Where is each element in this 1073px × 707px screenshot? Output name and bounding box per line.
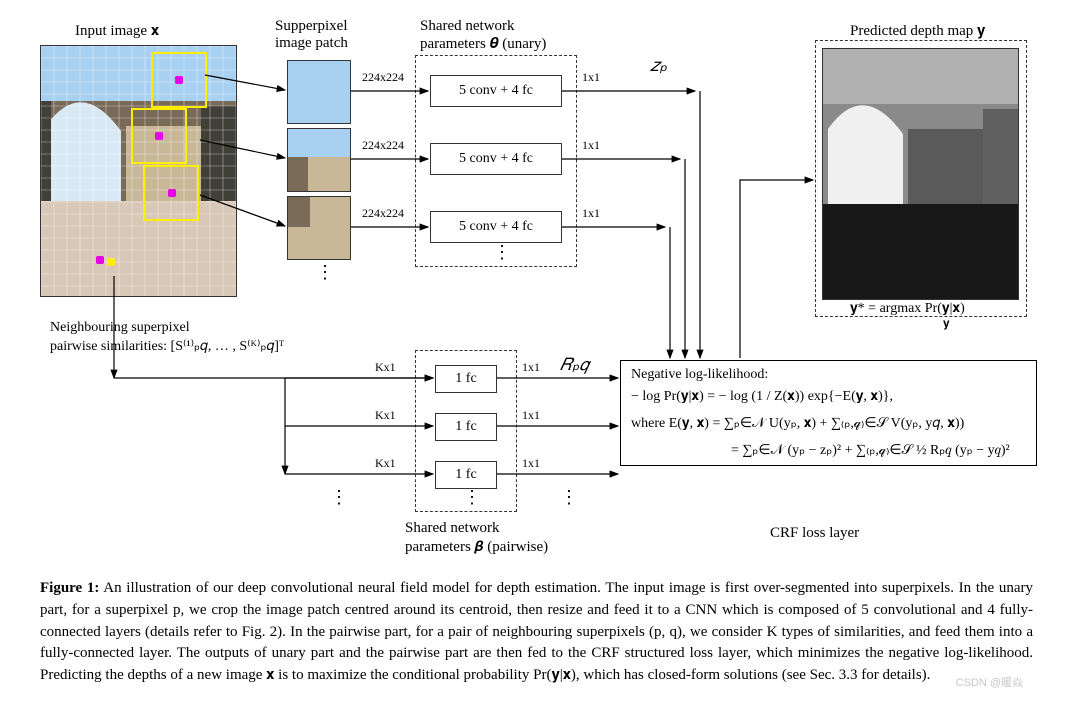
centroid-dot-2 xyxy=(155,132,163,140)
conv-fc-box-2: 5 conv + 4 fc xyxy=(430,143,562,175)
crf-loss-label: CRF loss layer xyxy=(770,525,859,542)
dim-kx1-1: Kx1 xyxy=(375,360,396,375)
centroid-dot-p xyxy=(96,256,104,264)
predicted-depth-title: Predicted depth map 𝐲 xyxy=(850,22,985,40)
ystar-sub: 𝐲 xyxy=(943,316,950,331)
zp-label: 𝑧ₚ xyxy=(650,55,667,76)
loss-line1: − log Pr(𝐲|𝐱) = − log (1 / Z(𝐱)) exp{−E(… xyxy=(631,389,1026,405)
dim-1x1-u1: 1x1 xyxy=(582,70,600,85)
fc-box-1: 1 fc xyxy=(435,365,497,393)
superpixel-patch-title-l2: image patch xyxy=(275,35,348,52)
watermark: CSDN @暖焱 xyxy=(956,674,1023,690)
fc-box-2: 1 fc xyxy=(435,413,497,441)
dim-224-3: 224x224 xyxy=(362,206,404,221)
input-image-title: Input image 𝐱 xyxy=(75,22,159,40)
loss-title: Negative log-likelihood: xyxy=(631,367,1026,383)
loss-line2-prefix: where E(𝐲, 𝐱) = xyxy=(631,416,724,431)
dim-224-1: 224x224 xyxy=(362,70,404,85)
pairwise-output-vdots: ⋮ xyxy=(560,493,578,501)
centroid-dot-1 xyxy=(175,76,183,84)
shared-unary-title-l2: parameters 𝜽 (unary) xyxy=(420,35,546,53)
patch-1 xyxy=(287,60,351,124)
neighbouring-l2: pairwise similarities: [S⁽¹⁾ₚ𝑞, … , S⁽ᴷ⁾… xyxy=(50,338,284,355)
conv-fc-box-1: 5 conv + 4 fc xyxy=(430,75,562,107)
fc-box-3: 1 fc xyxy=(435,461,497,489)
pairwise-input-vdots: ⋮ xyxy=(330,493,348,501)
centroid-dot-3 xyxy=(168,189,176,197)
dim-1x1-p3: 1x1 xyxy=(522,456,540,471)
caption-text: An illustration of our deep convolutiona… xyxy=(40,580,1033,683)
conv-fc-box-3: 5 conv + 4 fc xyxy=(430,211,562,243)
crf-loss-box: Negative log-likelihood: − log Pr(𝐲|𝐱) =… xyxy=(620,360,1037,466)
depth-map xyxy=(822,48,1019,300)
centroid-dot-q xyxy=(107,258,115,266)
unary-vdots: ⋮ xyxy=(493,248,511,256)
loss-line2: where E(𝐲, 𝐱) = ∑ₚ∈𝒩 U(yₚ, 𝐱) + ∑₍ₚ,𝓆₎∈𝒮… xyxy=(631,415,1026,432)
superpixel-patch-title-l1: Supperpixel xyxy=(275,18,348,35)
patch-vdots: ⋮ xyxy=(316,268,334,276)
dim-kx1-2: Kx1 xyxy=(375,408,396,423)
figure-caption: Figure 1: An illustration of our deep co… xyxy=(40,578,1033,687)
dim-1x1-p1: 1x1 xyxy=(522,360,540,375)
dim-1x1-u3: 1x1 xyxy=(582,206,600,221)
ystar-label: 𝐲* = argmax Pr(𝐲|𝐱) xyxy=(850,301,965,317)
rpq-label: 𝑅ₚ𝑞 xyxy=(560,355,589,375)
shared-pairwise-l2: parameters 𝜷 (pairwise) xyxy=(405,538,548,556)
loss-line3: = ∑ₚ∈𝒩 (yₚ − zₚ)² + ∑₍ₚ,𝓆₎∈𝒮 ½ Rₚ𝑞 (yₚ −… xyxy=(631,442,1026,459)
input-image xyxy=(40,45,237,297)
dim-1x1-u2: 1x1 xyxy=(582,138,600,153)
caption-lead: Figure 1: xyxy=(40,580,99,596)
shared-unary-title-l1: Shared network xyxy=(420,18,515,35)
patch-3 xyxy=(287,196,351,260)
neighbouring-l1: Neighbouring superpixel xyxy=(50,320,190,336)
dim-1x1-p2: 1x1 xyxy=(522,408,540,423)
patch-2 xyxy=(287,128,351,192)
shared-pairwise-l1: Shared network xyxy=(405,520,500,537)
loss-line2-sums: ∑ₚ∈𝒩 U(yₚ, 𝐱) + ∑₍ₚ,𝓆₎∈𝒮 V(yₚ, y𝑞, 𝐱)) xyxy=(724,416,964,431)
dim-224-2: 224x224 xyxy=(362,138,404,153)
pairwise-vdots: ⋮ xyxy=(463,493,481,501)
figure-1: Input image 𝐱 Supperpixel image patch Sh… xyxy=(40,20,1033,560)
dim-kx1-3: Kx1 xyxy=(375,456,396,471)
